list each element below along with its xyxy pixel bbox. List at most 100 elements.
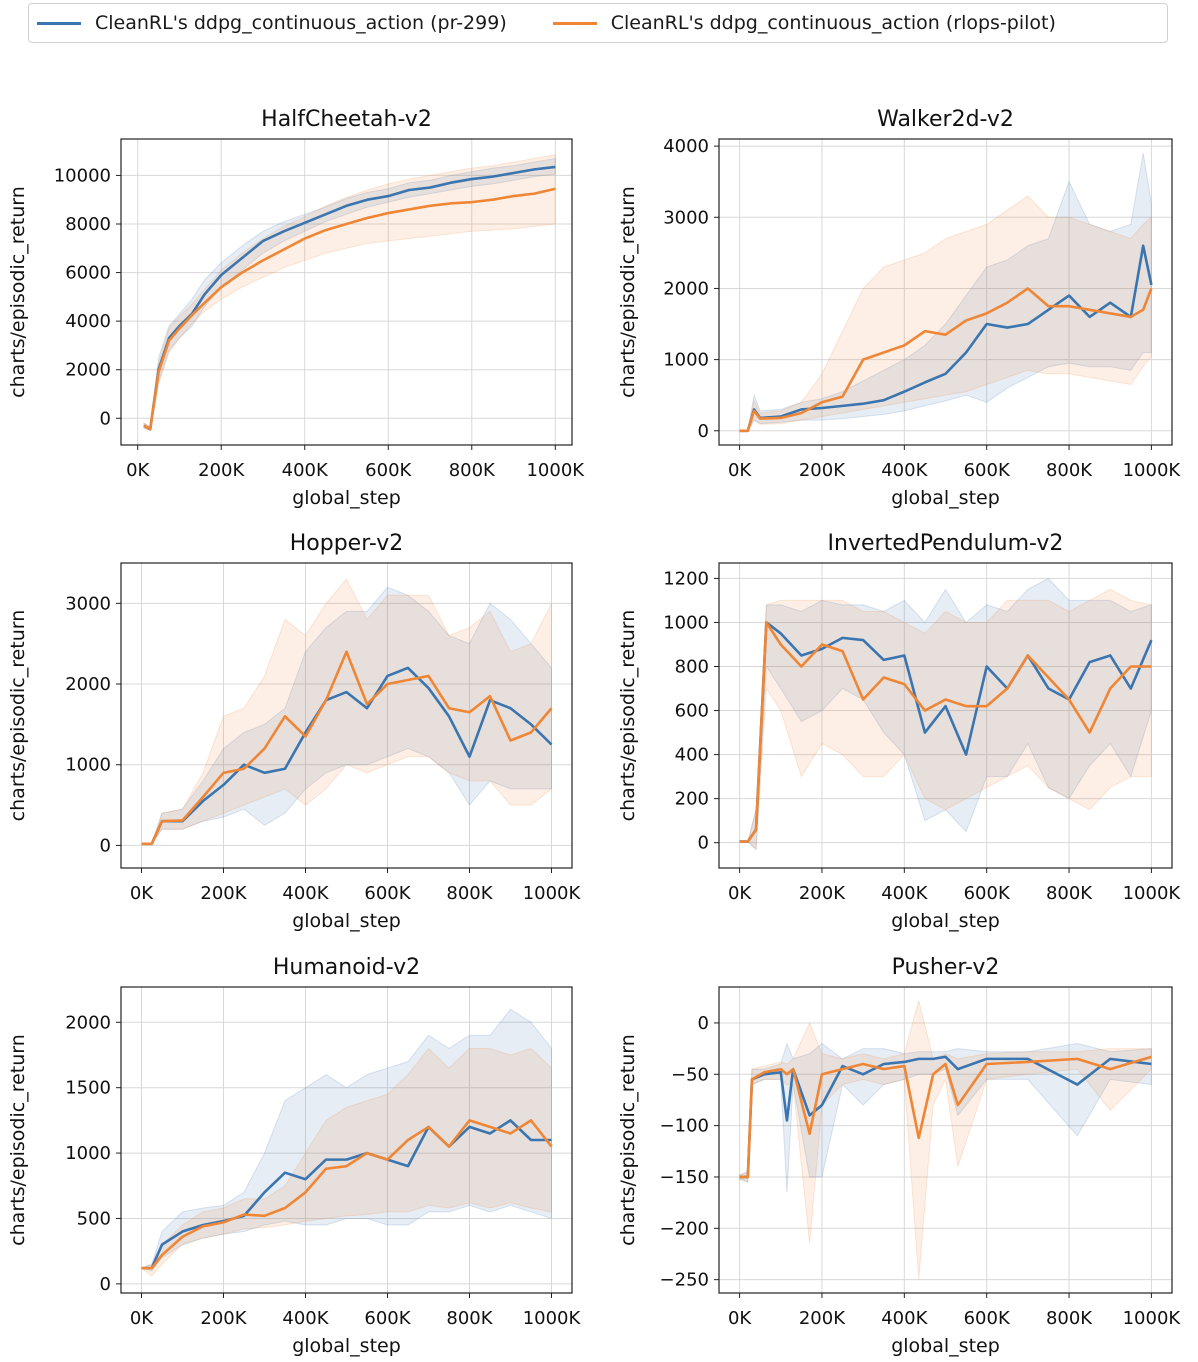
confidence-band-0 bbox=[739, 153, 1152, 432]
x-tick-label: 0K bbox=[130, 1308, 154, 1329]
confidence-band-1 bbox=[140, 1047, 552, 1277]
x-tick-label: 200K bbox=[200, 1308, 247, 1329]
y-tick-label: 400 bbox=[675, 745, 709, 766]
plot-area bbox=[139, 1008, 553, 1277]
y-tick-label: 600 bbox=[675, 701, 709, 722]
x-tick-label: 200K bbox=[799, 460, 846, 481]
subplot-humanoid-v2: 0K 200K 400K 600K 800K 1000K 0 500 1000 1500 2000 H… bbox=[7, 955, 581, 1357]
x-tick-label: 800K bbox=[1046, 460, 1093, 481]
subplot-title: HalfCheetah-v2 bbox=[261, 107, 432, 132]
y-axis-label: charts/episodic_return bbox=[617, 186, 639, 398]
x-tick-label: 1000K bbox=[526, 460, 585, 481]
confidence-band-0 bbox=[141, 586, 552, 845]
legend-item-rlops-pilot: CleanRL's ddpg_continuous_action (rlops-… bbox=[552, 12, 1056, 34]
x-tick-label: 800K bbox=[446, 1308, 493, 1329]
y-tick-label: 2000 bbox=[65, 674, 111, 695]
y-tick-label: 10000 bbox=[54, 165, 111, 186]
x-tick-label: 0K bbox=[126, 460, 150, 481]
subplot-title: Pusher-v2 bbox=[892, 955, 1000, 980]
legend-swatch-orange bbox=[552, 21, 597, 25]
legend-item-pr-299: CleanRL's ddpg_continuous_action (pr-299… bbox=[37, 12, 507, 34]
x-axis-label: global_step bbox=[292, 1335, 401, 1357]
x-tick-label: 400K bbox=[282, 460, 329, 481]
x-tick-label: 0K bbox=[728, 1308, 752, 1329]
series-line-0 bbox=[739, 244, 1153, 433]
plot-area bbox=[739, 153, 1153, 433]
plot-area bbox=[739, 577, 1153, 851]
y-tick-label: 1500 bbox=[65, 1078, 111, 1099]
axes-frame bbox=[120, 986, 573, 1294]
y-tick-label: 1000 bbox=[663, 612, 709, 633]
axes-frame bbox=[718, 138, 1173, 446]
y-tick-label: 500 bbox=[77, 1208, 111, 1229]
x-tick-label: 400K bbox=[881, 460, 928, 481]
y-tick-label: −50 bbox=[671, 1064, 709, 1085]
y-tick-label: 4000 bbox=[65, 311, 111, 332]
x-tick-label: 600K bbox=[364, 883, 411, 904]
y-axis-label: charts/episodic_return bbox=[617, 610, 639, 822]
x-tick-label: 0K bbox=[130, 883, 154, 904]
y-tick-label: 1200 bbox=[663, 568, 709, 589]
confidence-band-1 bbox=[739, 195, 1152, 432]
y-tick-label: 4000 bbox=[663, 136, 709, 157]
series-line-1 bbox=[143, 187, 556, 431]
x-tick-label: 0K bbox=[728, 883, 752, 904]
legend: CleanRL's ddpg_continuous_action (pr-299… bbox=[28, 3, 1168, 43]
y-tick-label: 0 bbox=[698, 421, 709, 442]
y-axis-label: charts/episodic_return bbox=[617, 1034, 639, 1246]
y-tick-label: 2000 bbox=[663, 278, 709, 299]
subplot-invertedpendulum-v2: 0K 200K 400K 600K 800K 1000K 0 200 400 600 800 1000… bbox=[617, 531, 1181, 932]
x-tick-label: 600K bbox=[964, 460, 1011, 481]
series-line-0 bbox=[141, 1119, 552, 1270]
y-tick-label: 8000 bbox=[65, 214, 111, 235]
axes-frame bbox=[718, 562, 1173, 869]
confidence-band-0 bbox=[139, 1008, 552, 1272]
x-tick-label: 800K bbox=[449, 460, 496, 481]
y-tick-label: 1000 bbox=[65, 1143, 111, 1164]
x-tick-label: 400K bbox=[881, 1308, 928, 1329]
subplot-halfcheetah-v2: 0K 200K 400K 600K 800K 1000K 0 2000 4000 6000 8000… bbox=[7, 107, 585, 509]
series-line-0 bbox=[141, 666, 553, 846]
x-tick-label: 800K bbox=[1046, 1308, 1093, 1329]
y-tick-label: 3000 bbox=[663, 207, 709, 228]
axes-frame bbox=[120, 138, 573, 446]
legend-label: CleanRL's ddpg_continuous_action (pr-299… bbox=[95, 12, 507, 34]
subplot-title: InvertedPendulum-v2 bbox=[828, 531, 1064, 556]
subplot-title: Humanoid-v2 bbox=[273, 955, 420, 980]
x-tick-label: 600K bbox=[964, 883, 1011, 904]
x-tick-label: 1000K bbox=[1123, 460, 1182, 481]
y-tick-label: 200 bbox=[675, 789, 709, 810]
confidence-band-0 bbox=[739, 577, 1152, 851]
y-tick-label: 6000 bbox=[65, 263, 111, 284]
x-axis-label: global_step bbox=[891, 910, 1000, 932]
legend-swatch-blue bbox=[37, 21, 81, 25]
y-tick-label: 800 bbox=[675, 657, 709, 678]
y-tick-label: −150 bbox=[660, 1167, 709, 1188]
confidence-band-1 bbox=[143, 154, 556, 432]
x-tick-label: 1000K bbox=[1123, 883, 1182, 904]
series-line-0 bbox=[143, 165, 556, 431]
series-line-0 bbox=[739, 1055, 1152, 1179]
x-axis-label: global_step bbox=[891, 487, 1000, 509]
y-axis-label: charts/episodic_return bbox=[7, 186, 29, 398]
x-tick-label: 1000K bbox=[523, 1308, 582, 1329]
subplot-title: Hopper-v2 bbox=[290, 531, 403, 556]
confidence-band-0 bbox=[739, 1041, 1152, 1193]
x-tick-label: 800K bbox=[446, 883, 493, 904]
x-tick-label: 600K bbox=[365, 460, 412, 481]
x-tick-label: 400K bbox=[881, 883, 928, 904]
x-tick-label: 600K bbox=[964, 1308, 1011, 1329]
y-tick-label: 0 bbox=[100, 835, 111, 856]
series-line-1 bbox=[141, 650, 553, 846]
subplot-pusher-v2: 0K 200K 400K 600K 800K 1000K −250 −200 −150 −100 −… bbox=[617, 955, 1181, 1357]
x-tick-label: 200K bbox=[799, 883, 846, 904]
x-tick-label: 400K bbox=[282, 1308, 329, 1329]
plot-area bbox=[739, 1000, 1152, 1280]
confidence-band-1 bbox=[739, 1000, 1152, 1280]
legend-label: CleanRL's ddpg_continuous_action (rlops-… bbox=[610, 12, 1056, 34]
y-tick-label: 0 bbox=[698, 833, 709, 854]
y-tick-label: −200 bbox=[660, 1218, 709, 1239]
plot-area bbox=[143, 154, 556, 432]
axes-frame bbox=[718, 986, 1173, 1294]
